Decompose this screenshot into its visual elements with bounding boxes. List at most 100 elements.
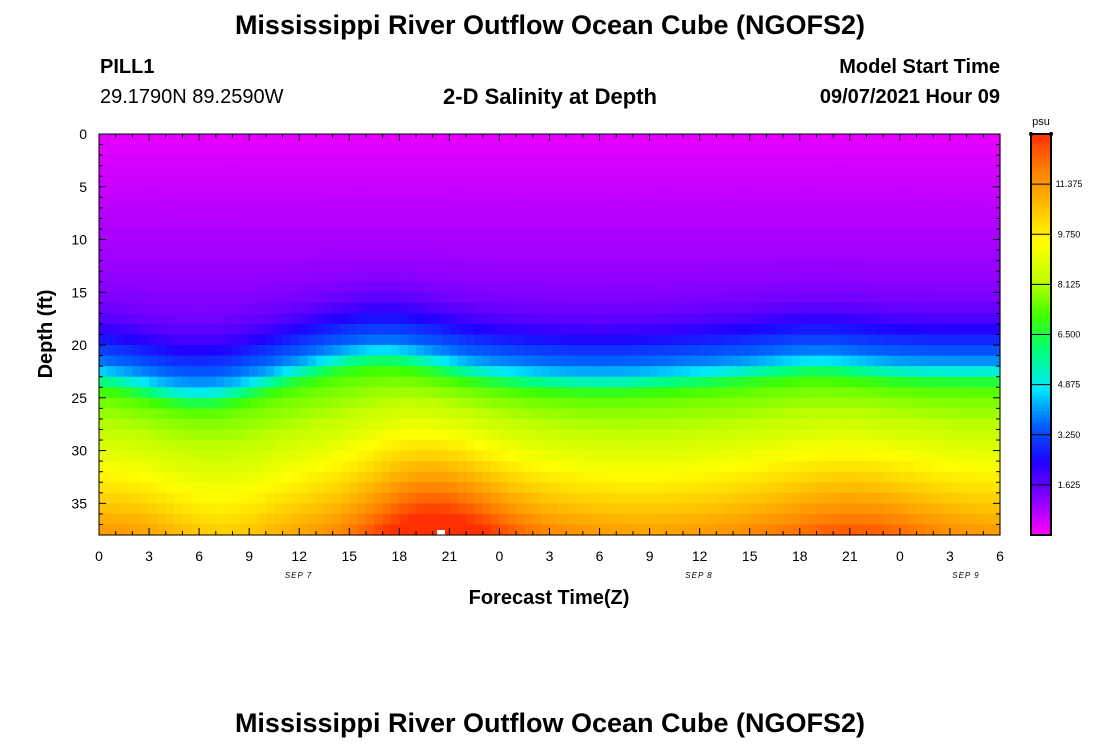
heatmap-cell <box>816 366 826 378</box>
heatmap-cell <box>115 144 125 156</box>
heatmap-cell <box>599 165 609 177</box>
heatmap-cell <box>449 292 459 304</box>
heatmap-cell <box>324 197 334 209</box>
heatmap-cell <box>240 207 250 220</box>
colorbar-segment <box>1031 374 1051 379</box>
heatmap-cell <box>307 176 317 188</box>
heatmap-cell <box>524 144 534 156</box>
heatmap-cell <box>224 239 234 251</box>
heatmap-cell <box>616 292 626 304</box>
heatmap-cell <box>274 345 284 357</box>
heatmap-cell <box>274 397 284 409</box>
heatmap-cell <box>240 408 250 420</box>
heatmap-cell <box>541 408 551 420</box>
heatmap-cell <box>766 165 776 177</box>
heatmap-cell <box>716 250 726 262</box>
heatmap-cell <box>265 250 275 262</box>
heatmap-cell <box>657 471 667 483</box>
heatmap-cell <box>682 281 692 293</box>
heatmap-cell <box>983 482 993 494</box>
heatmap-cell <box>674 482 684 494</box>
heatmap-cell <box>899 471 909 483</box>
heatmap-cell <box>290 271 300 283</box>
heatmap-cell <box>224 281 234 293</box>
colorbar-segment <box>1031 297 1051 302</box>
heatmap-cell <box>941 281 951 293</box>
heatmap-cell <box>474 418 484 431</box>
heatmap-cell <box>733 471 742 483</box>
heatmap-cell <box>182 155 192 167</box>
heatmap-cell <box>107 450 117 462</box>
heatmap-cell <box>799 186 809 198</box>
heatmap-cell <box>140 492 150 504</box>
heatmap-cell <box>215 260 225 272</box>
heatmap-cell <box>666 228 676 241</box>
heatmap-cell <box>232 165 242 177</box>
heatmap-cell <box>240 302 250 314</box>
x-tick-label: 18 <box>392 548 408 564</box>
heatmap-cell <box>491 366 501 378</box>
heatmap-cell <box>724 366 734 378</box>
heatmap-cell <box>215 450 225 462</box>
heatmap-cell <box>324 323 334 336</box>
heatmap-cell <box>557 408 567 420</box>
heatmap-cell <box>549 165 559 177</box>
heatmap-cell <box>407 239 417 251</box>
colorbar-segment <box>1031 321 1051 326</box>
heatmap-cell <box>624 408 634 420</box>
heatmap-cell <box>741 144 751 156</box>
heatmap-cell <box>315 155 325 167</box>
heatmap-cell <box>99 482 108 494</box>
heatmap-cell <box>232 408 242 420</box>
heatmap-cell <box>382 250 392 262</box>
heatmap-cell <box>466 313 476 325</box>
heatmap-cell <box>165 313 175 325</box>
heatmap-cell <box>365 313 375 325</box>
heatmap-cell <box>474 281 484 293</box>
heatmap-cell <box>591 471 601 483</box>
heatmap-cell <box>783 197 793 209</box>
heatmap-cell <box>449 376 459 388</box>
heatmap-cell <box>132 524 142 536</box>
heatmap-cell <box>632 461 642 473</box>
heatmap-cell <box>566 376 576 388</box>
heatmap-cell <box>382 397 392 409</box>
heatmap-cell <box>457 492 467 504</box>
heatmap-cell <box>507 207 517 220</box>
heatmap-cell <box>182 271 192 283</box>
heatmap-cell <box>491 345 501 357</box>
colorbar-segment <box>1031 524 1051 529</box>
heatmap-cell <box>199 260 209 272</box>
heatmap-cell <box>374 197 384 209</box>
heatmap-cell <box>324 429 334 441</box>
heatmap-cell <box>883 323 893 336</box>
heatmap-cell <box>741 218 751 230</box>
heatmap-cell <box>574 134 584 146</box>
heatmap-cell <box>716 397 726 409</box>
heatmap-cell <box>866 165 876 177</box>
heatmap-cell <box>591 440 601 452</box>
heatmap-cell <box>908 471 918 483</box>
heatmap-cell <box>758 376 767 388</box>
heatmap-cell <box>666 165 676 177</box>
heatmap-cell <box>983 313 993 325</box>
heatmap-cell <box>190 197 200 209</box>
heatmap-cell <box>424 176 434 188</box>
heatmap-cell <box>482 334 492 346</box>
heatmap-cell <box>766 513 776 526</box>
heatmap-cell <box>257 513 267 526</box>
heatmap-cell <box>365 271 375 283</box>
heatmap-cell <box>424 250 434 262</box>
heatmap-cell <box>624 450 634 462</box>
heatmap-cell <box>340 165 350 177</box>
heatmap-cell <box>874 461 884 473</box>
heatmap-cell <box>215 239 225 251</box>
heatmap-cell <box>733 155 742 167</box>
heatmap-cell <box>441 271 450 283</box>
heatmap-cell <box>566 260 576 272</box>
heatmap-cell <box>849 228 859 241</box>
heatmap-cell <box>491 144 501 156</box>
heatmap-cell <box>307 271 317 283</box>
heatmap-cell <box>991 197 1001 209</box>
heatmap-cell <box>632 524 642 536</box>
